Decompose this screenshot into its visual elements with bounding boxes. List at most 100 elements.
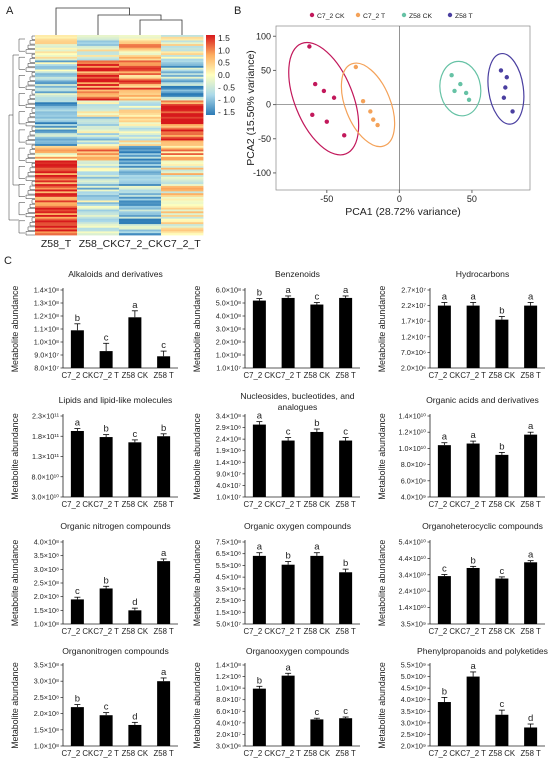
- heatmap-cell: [35, 73, 78, 76]
- heatmap-cell: [77, 127, 120, 130]
- heatmap-cell: [119, 135, 162, 138]
- heatmap-cell: [119, 109, 162, 112]
- heatmap-cell: [161, 227, 204, 230]
- heatmap-cell: [119, 233, 162, 236]
- significance-letter: a: [285, 285, 291, 296]
- dendrogram-branch: [25, 140, 35, 145]
- x-tick-label: C7_2 CK: [62, 500, 94, 509]
- heatmap-cell: [35, 175, 78, 178]
- heatmap-cell: [119, 160, 162, 163]
- heatmap-cell: [35, 185, 78, 189]
- heatmap-cell: [35, 124, 78, 127]
- colorbar-tick-label: 1.0: [218, 45, 230, 55]
- bar-chart-9: Organoheterocyclic compounds 5.4×10¹⁰ 4.4×…: [377, 521, 545, 636]
- heatmap-cell: [119, 93, 162, 96]
- y-tick-label: 1.2×10⁷: [401, 332, 426, 341]
- x-tick-label: C7_2 T: [275, 627, 301, 636]
- heatmap-cell: [119, 155, 162, 158]
- y-tick-label: 3.4×10⁸: [216, 412, 241, 421]
- bar: [252, 424, 266, 497]
- y-tick-label: 5.4×10¹⁰: [399, 538, 427, 547]
- x-tick-label: Z58 CK: [489, 500, 516, 509]
- heatmap-cell: [161, 158, 204, 161]
- heatmap-cell: [161, 84, 204, 87]
- x-tick-label: Z58 CK: [304, 627, 331, 636]
- y-tick-label: 5.0×10⁹: [401, 672, 426, 681]
- y-tick-label: 4.0×10⁷: [216, 718, 241, 727]
- significance-letter: a: [257, 411, 263, 422]
- heatmap-cell: [77, 218, 120, 221]
- heatmap-cell: [35, 207, 78, 210]
- heatmap-cell: [35, 151, 78, 154]
- bar: [524, 562, 538, 624]
- heatmap-cell: [77, 162, 120, 165]
- significance-letter: a: [442, 432, 448, 443]
- heatmap-cell: [35, 191, 78, 194]
- heatmap-cell: [119, 42, 162, 45]
- significance-letter: c: [343, 706, 348, 717]
- dendrogram-branch: [27, 117, 35, 122]
- significance-letter: c: [133, 429, 138, 440]
- bar: [524, 305, 538, 368]
- pca-point: [312, 81, 318, 87]
- dendrogram-branch: [27, 208, 35, 213]
- y-axis-label: Metabolite abundance: [192, 413, 202, 500]
- heatmap-cell: [35, 216, 78, 220]
- heatmap-cell: [161, 151, 204, 154]
- heatmap-cell: [77, 193, 120, 196]
- y-tick-label: 1.4×10¹⁰: [399, 412, 427, 421]
- heatmap-cell: [119, 125, 162, 129]
- dendrogram-branch: [25, 213, 35, 218]
- dendrogram-branch: [29, 58, 35, 63]
- heatmap-cell: [35, 91, 78, 94]
- dendrogram-branch: [31, 163, 35, 168]
- heatmap-cell: [119, 80, 162, 83]
- heatmap-cell: [35, 200, 78, 203]
- y-tick-label: 2.0×10⁸: [34, 709, 59, 718]
- significance-letter: b: [470, 555, 475, 566]
- dendrogram-branch: [31, 35, 35, 40]
- heatmap-cell: [161, 105, 204, 109]
- pca-point: [353, 64, 359, 70]
- heatmap-cell: [35, 211, 78, 214]
- heatmap-cell: [161, 189, 204, 192]
- y-tick-label: 1.1×10⁸: [34, 325, 59, 334]
- bar: [99, 351, 113, 368]
- heatmap-cell: [119, 102, 162, 105]
- heatmap-cell: [119, 224, 162, 227]
- heatmap-cell: [161, 93, 204, 96]
- bar: [437, 576, 451, 624]
- heatmap-cell: [77, 209, 120, 212]
- significance-letter: a: [528, 550, 534, 561]
- x-tick-label: Z58 T: [336, 749, 356, 758]
- heatmap-cell: [35, 89, 78, 92]
- heatmap-cell: [77, 225, 120, 229]
- x-tick-label: Z58 CK: [122, 627, 149, 636]
- y-tick-label: 1.4×10¹⁰: [399, 603, 427, 612]
- heatmap-cell: [77, 144, 120, 147]
- heatmap-cell: [35, 51, 78, 54]
- heatmap-cell: [77, 38, 120, 41]
- heatmap-cell: [35, 96, 78, 100]
- heatmap-column-label: Z58_T: [41, 238, 72, 250]
- heatmap-cell: [119, 71, 162, 74]
- y-tick-label: 9.0×10⁷: [216, 469, 241, 478]
- heatmap-cell: [35, 102, 78, 105]
- heatmap-cell: [35, 135, 78, 138]
- heatmap-cell: [161, 109, 204, 112]
- pca-point: [498, 68, 504, 73]
- heatmap-cell: [119, 207, 162, 210]
- heatmap-cell: [77, 55, 120, 58]
- heatmap-cell: [119, 35, 162, 38]
- y-tick-label: 6.0×10⁹: [401, 476, 426, 485]
- heatmap-cell: [119, 82, 162, 85]
- dendrogram-branch: [18, 38, 25, 52]
- heatmap-cell: [161, 145, 204, 149]
- heatmap-cell: [77, 164, 120, 167]
- y-tick-label: 8.0×10¹⁰: [32, 472, 60, 481]
- heatmap-cell: [161, 136, 204, 140]
- heatmap-cell: [119, 205, 162, 209]
- heatmap-cell: [161, 53, 204, 56]
- heatmap-cell: [119, 162, 162, 165]
- heatmap-cell: [35, 136, 78, 140]
